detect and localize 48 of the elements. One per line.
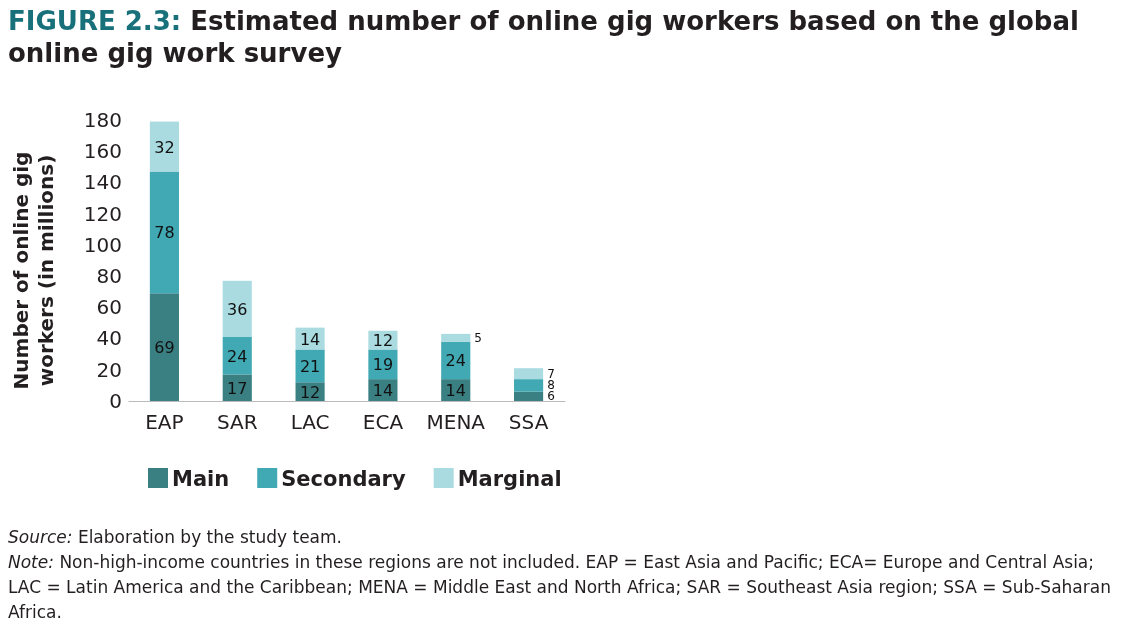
bar	[514, 391, 544, 401]
bar	[441, 333, 471, 342]
data-label: 36	[227, 299, 248, 319]
y-tick-label: 20	[96, 357, 122, 382]
x-tick-label: LAC	[290, 410, 330, 435]
y-tick-label: 80	[96, 264, 122, 289]
data-label: 32	[154, 137, 175, 157]
data-label: 7	[547, 366, 555, 381]
x-tick-label: SAR	[216, 410, 258, 435]
data-label: 24	[445, 351, 466, 371]
y-tick-label: 120	[83, 201, 122, 226]
data-label: 12	[299, 382, 321, 402]
bar	[149, 121, 179, 172]
y-tick-label: 100	[83, 232, 122, 257]
bar	[514, 368, 544, 380]
data-label: 14	[299, 329, 321, 349]
data-label: 17	[227, 378, 248, 398]
data-label: 69	[154, 338, 175, 358]
y-tick-label: 60	[96, 295, 122, 320]
data-label: 14	[445, 381, 466, 401]
y-tick-label: 180	[83, 107, 122, 132]
y-tick-label: 40	[96, 326, 122, 351]
y-tick-label: 160	[83, 139, 122, 164]
x-tick-label: ECA	[362, 410, 404, 435]
x-tick-label: SSA	[508, 410, 549, 435]
legend-label: Marginal	[457, 467, 562, 491]
data-label: 19	[372, 355, 394, 375]
chart-title: FIGURE 2.3: Estimated number of online gig workers based on the global online gig work survey	[8, 6, 1079, 68]
data-label: 12	[372, 331, 394, 351]
source-note: Source: Elaboration by the study team.	[8, 527, 342, 547]
x-tick-label: EAP	[145, 410, 184, 435]
bar	[149, 171, 179, 294]
y-axis-title: Number of online gig workers (in millions)	[9, 151, 58, 390]
bar	[514, 379, 544, 392]
data-label: 21	[299, 356, 321, 376]
data-label: 24	[227, 346, 248, 366]
bar	[149, 293, 179, 401]
y-tick-label: 140	[83, 170, 122, 195]
data-label: 6	[547, 389, 555, 404]
x-tick-label: MENA	[426, 410, 486, 435]
data-label: 14	[372, 381, 394, 401]
y-tick-label: 0	[109, 388, 122, 413]
legend-label: Main	[172, 467, 230, 491]
text: Note: Non-high-income countries in these regions are not included. EAP = East Asia and Pacific; ECA= Europe and Central Asia; LAC = Latin America and the Caribbean; MENA = Middle East and North Africa; SAR = Southeast Asia region; SSA = Sub-Saharan Africa.	[8, 552, 1111, 622]
bar	[222, 280, 252, 337]
legend-label: Secondary	[281, 467, 406, 491]
data-label: 5	[474, 330, 482, 345]
data-label: 78	[154, 223, 175, 243]
